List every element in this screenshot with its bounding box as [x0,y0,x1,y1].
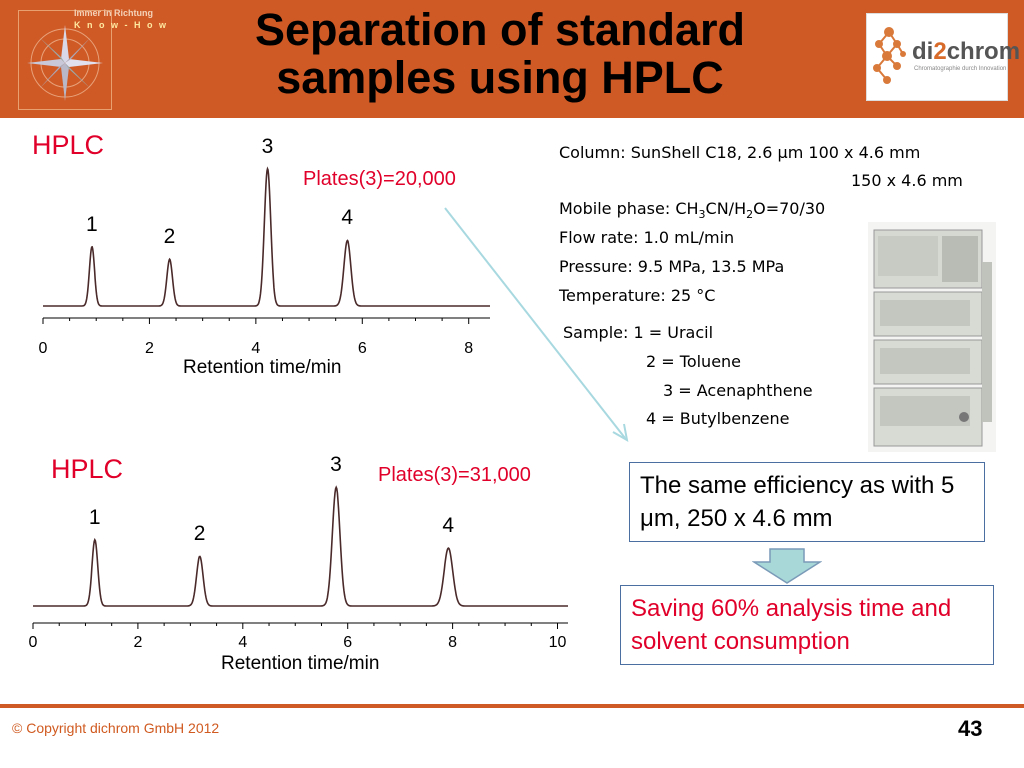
mobile-s2: 2 [746,208,754,222]
mobile-s1: 3 [698,208,706,222]
molecule-icon [873,27,906,84]
chart2-xlabel: Retention time/min [221,653,380,674]
down-arrow-icon [752,548,822,584]
title-line-2: samples using HPLC [276,52,724,103]
chart2-hplc-label: HPLC [51,454,124,484]
chart1-xlabel: Retention time/min [183,357,342,378]
mobile-a: Mobile phase: CH [559,199,699,218]
chart2-plates: Plates(3)=31,000 [378,464,531,486]
dichrom-logo [866,13,1008,101]
brand-name-a: di [912,38,934,65]
compass-icon [27,25,103,101]
column-info: Column: SunShell C18, 2.6 μm 100 x 4.6 m… [559,143,921,162]
mobile-b: CN/H [705,199,747,218]
brand-name-b: 2 [933,38,947,65]
header-bar [0,0,1024,118]
hplc-instrument-image [868,222,996,452]
copyright-text: © Copyright dichrom GmbH 2012 [12,720,220,736]
brand-tagline: Chromatographie durch Innovation [914,66,1007,72]
temperature-info: Temperature: 25 °C [559,286,716,305]
flow-rate-info: Flow rate: 1.0 mL/min [559,228,735,247]
logo-tagline-2: K n o w - H o w [74,20,168,30]
brand-name: di2chrom [912,38,1020,66]
mobile-c: O=70/30 [753,199,826,218]
saving-note: Saving 60% analysis time and solvent con… [620,585,994,665]
sample-1-info: Sample: 1 = Uracil [563,323,714,342]
efficiency-note: The same efficiency as with 5 μm, 250 x … [629,462,985,542]
column-info-2: 150 x 4.6 mm [851,171,963,190]
logo-tagline: Immer in Richtung [74,8,154,18]
footer-line [0,704,1024,708]
title-line-1: Separation of standard [254,4,746,55]
sample-2-info: 2 = Toluene [646,352,742,371]
sample-3-info: 3 = Acenaphthene [663,381,813,400]
mobile-phase-info: Mobile phase: CH3CN/H2O=70/30 [559,199,825,221]
chart1-hplc-label: HPLC [32,130,105,160]
page-number: 43 [958,716,983,741]
compass-logo [18,10,112,110]
sample-4-info: 4 = Butylbenzene [646,409,790,428]
pressure-info: Pressure: 9.5 MPa, 13.5 MPa [559,257,785,276]
page-title: Separation of standard samples using HPL… [160,6,840,102]
brand-name-c: chrom [946,38,1021,65]
